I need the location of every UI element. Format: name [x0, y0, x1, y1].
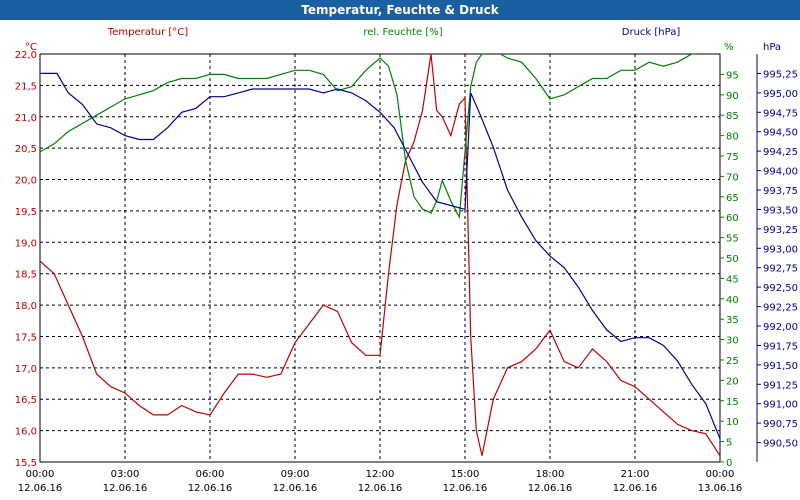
temperature-tick-label: 20,0 — [15, 176, 37, 187]
pressure-tick-label: 994,00 — [763, 167, 798, 178]
pressure-tick-label: 992,75 — [763, 264, 798, 275]
temperature-tick-label: 18,5 — [15, 270, 37, 281]
temperature-tick-label: 16,0 — [15, 427, 37, 438]
pressure-tick-label: 991,00 — [763, 400, 798, 411]
temperature-tick-label: 21,0 — [15, 113, 37, 124]
date-tick-label: 12.06.16 — [528, 483, 573, 494]
pressure-axis-label: Druck [hPa] — [622, 27, 681, 38]
pressure-tick-label: 993,75 — [763, 186, 798, 197]
pressure-tick-label: 991,25 — [763, 380, 798, 391]
pressure-tick-label: 992,25 — [763, 303, 798, 314]
temperature-tick-label: 17,5 — [15, 332, 37, 343]
pressure-tick-label: 992,00 — [763, 322, 798, 333]
date-tick-label: 12.06.16 — [103, 483, 148, 494]
time-tick-label: 15:00 — [451, 469, 480, 480]
humidity-tick-label: 70 — [726, 172, 739, 183]
pressure-tick-label: 994,50 — [763, 128, 798, 139]
date-tick-label: 12.06.16 — [613, 483, 658, 494]
temperature-axis: 15,5 16,0 16,5 17,0 17,5 18,0 18,5 19,0 19,5 20,0… — [15, 50, 37, 469]
pressure-tick-label: 991,50 — [763, 361, 798, 372]
humidity-tick-label: 35 — [726, 315, 739, 326]
temperature-unit: °C — [25, 42, 37, 53]
humidity-unit: % — [724, 42, 734, 53]
humidity-tick-label: 60 — [726, 213, 739, 224]
pressure-tick-label: 993,00 — [763, 244, 798, 255]
date-tick-label: 12.06.16 — [18, 483, 63, 494]
time-tick-label: 00:00 — [26, 469, 55, 480]
pressure-tick-label: 990,50 — [763, 439, 798, 450]
date-tick-label: 12.06.16 — [188, 483, 233, 494]
humidity-tick-label: 65 — [726, 193, 739, 204]
time-tick-label: 00:00 — [706, 469, 735, 480]
humidity-tick-label: 45 — [726, 274, 739, 285]
humidity-tick-label: 75 — [726, 152, 739, 163]
humidity-axis: 0 5 10 15 20 25 30 35 40 45 50 55 60 65 70 75 80 85 90 95 — [720, 70, 739, 469]
time-tick-label: 09:00 — [281, 469, 310, 480]
date-tick-label: 12.06.16 — [273, 483, 318, 494]
humidity-axis-label: rel. Feuchte [%] — [363, 27, 442, 38]
series-layer — [40, 54, 720, 457]
temperature-axis-label: Temperatur [°C] — [107, 27, 188, 38]
humidity-tick-label: 25 — [726, 356, 739, 367]
pressure-tick-label: 991,75 — [763, 341, 798, 352]
pressure-tick-label: 994,25 — [763, 147, 798, 158]
humidity-tick-label: 90 — [726, 91, 739, 102]
time-tick-label: 06:00 — [196, 469, 225, 480]
humidity-tick-label: 50 — [726, 254, 739, 265]
pressure-tick-label: 994,75 — [763, 108, 798, 119]
pressure-tick-label: 992,50 — [763, 283, 798, 294]
time-tick-label: 18:00 — [536, 469, 565, 480]
humidity-tick-label: 15 — [726, 397, 739, 408]
humidity-tick-label: 0 — [726, 458, 732, 469]
chart-area: 15,5 16,0 16,5 17,0 17,5 18,0 18,5 19,0 19,5 20,0… — [15, 27, 798, 494]
humidity-tick-label: 20 — [726, 376, 739, 387]
temperature-tick-label: 19,5 — [15, 207, 37, 218]
series-line-humidity — [40, 54, 696, 220]
pressure-tick-label: 995,25 — [763, 69, 798, 80]
humidity-tick-label: 10 — [726, 417, 739, 428]
date-tick-label: 12.06.16 — [358, 483, 403, 494]
temperature-tick-label: 15,5 — [15, 458, 37, 469]
pressure-tick-label: 993,50 — [763, 205, 798, 216]
humidity-tick-label: 95 — [726, 70, 739, 81]
humidity-tick-label: 85 — [726, 111, 739, 122]
time-tick-label: 12:00 — [366, 469, 395, 480]
temperature-tick-label: 21,5 — [15, 81, 37, 92]
date-tick-label: 13.06.16 — [698, 483, 743, 494]
humidity-tick-label: 80 — [726, 132, 739, 143]
chart-title: Temperatur, Feuchte & Druck — [0, 0, 800, 20]
humidity-tick-label: 55 — [726, 234, 739, 245]
time-axis: 00:00 12.06.16 03:00 12.06.16 06:00 12.06.16 0… — [18, 469, 743, 494]
date-tick-label: 12.06.16 — [443, 483, 488, 494]
temperature-tick-label: 19,0 — [15, 238, 37, 249]
series-line-pressure — [40, 72, 720, 439]
time-tick-label: 21:00 — [621, 469, 650, 480]
temperature-tick-label: 16,5 — [15, 395, 37, 406]
temperature-tick-label: 22,0 — [15, 50, 37, 61]
pressure-tick-label: 993,25 — [763, 225, 798, 236]
pressure-tick-label: 990,75 — [763, 419, 798, 430]
temperature-tick-label: 20,5 — [15, 144, 37, 155]
humidity-tick-label: 5 — [726, 438, 732, 449]
pressure-unit: hPa — [763, 42, 781, 53]
series-line-temperature — [40, 54, 720, 457]
time-tick-label: 03:00 — [111, 469, 140, 480]
humidity-tick-label: 30 — [726, 336, 739, 347]
grid-lines — [39, 53, 721, 463]
pressure-axis: 990,50 990,75 991,00 991,25 991,50 991,75 992,… — [756, 54, 798, 462]
pressure-tick-label: 995,00 — [763, 89, 798, 100]
humidity-tick-label: 40 — [726, 295, 739, 306]
temperature-tick-label: 17,0 — [15, 364, 37, 375]
temperature-tick-label: 18,0 — [15, 301, 37, 312]
